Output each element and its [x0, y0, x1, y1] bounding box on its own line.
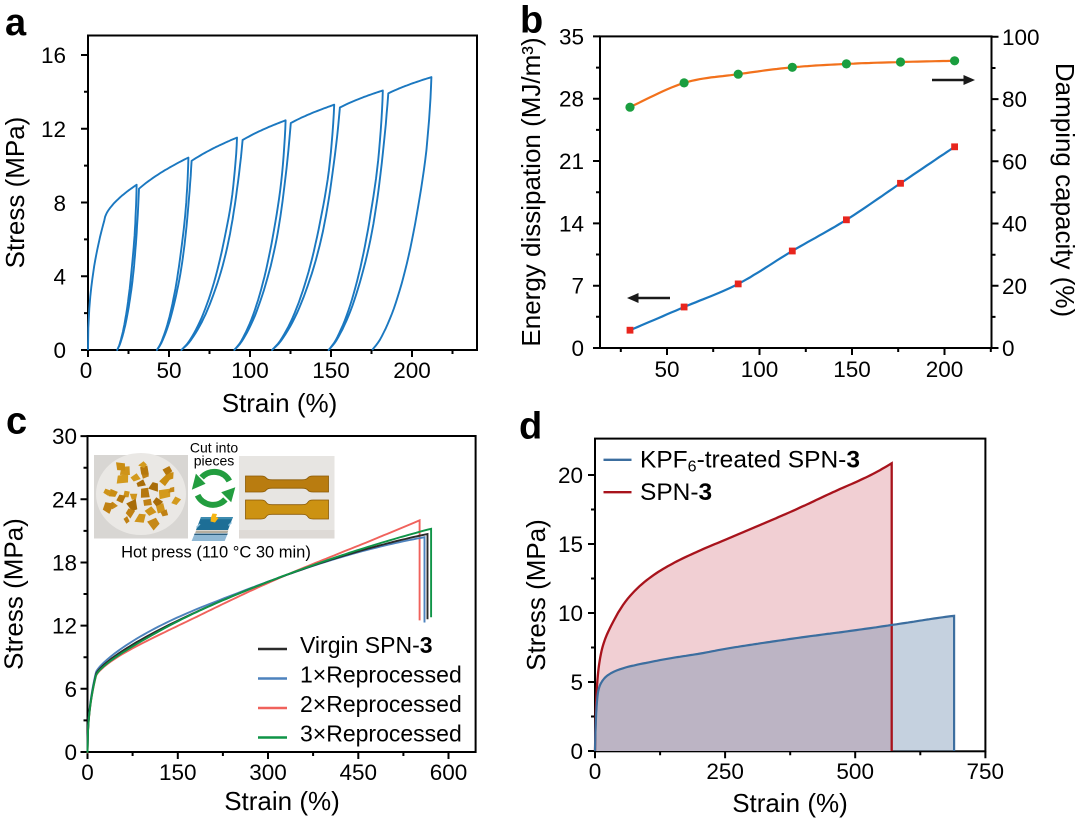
svg-text:3×Reprocessed: 3×Reprocessed	[300, 721, 462, 747]
svg-text:50: 50	[156, 358, 181, 383]
svg-text:150: 150	[312, 358, 350, 383]
svg-text:KPF6-treated SPN-3: KPF6-treated SPN-3	[640, 447, 860, 476]
svg-text:21: 21	[559, 149, 584, 174]
svg-text:80: 80	[1002, 87, 1027, 112]
svg-text:35: 35	[559, 24, 584, 49]
svg-text:200: 200	[393, 358, 431, 383]
svg-text:c: c	[6, 400, 27, 442]
svg-text:0: 0	[64, 740, 77, 765]
svg-text:600: 600	[430, 760, 468, 785]
svg-text:16: 16	[41, 43, 66, 68]
svg-text:Hot press (110 °C 30 min): Hot press (110 °C 30 min)	[121, 544, 311, 562]
svg-text:20: 20	[1002, 274, 1027, 299]
svg-text:0: 0	[80, 358, 93, 383]
svg-text:15: 15	[558, 532, 583, 557]
svg-text:750: 750	[967, 759, 1005, 784]
svg-text:300: 300	[249, 760, 287, 785]
svg-text:5: 5	[570, 670, 583, 695]
svg-text:200: 200	[926, 357, 964, 382]
svg-text:7: 7	[571, 274, 584, 299]
svg-text:0: 0	[1002, 336, 1015, 361]
svg-text:pieces: pieces	[194, 453, 234, 469]
svg-text:150: 150	[159, 760, 197, 785]
svg-text:30: 30	[52, 424, 77, 449]
svg-text:d: d	[519, 405, 542, 447]
svg-text:Stress (MPa): Stress (MPa)	[0, 518, 29, 670]
svg-text:20: 20	[558, 463, 583, 488]
svg-text:28: 28	[559, 87, 584, 112]
svg-text:100: 100	[231, 358, 269, 383]
svg-text:450: 450	[340, 760, 378, 785]
svg-text:0: 0	[571, 336, 584, 361]
svg-text:2×Reprocessed: 2×Reprocessed	[300, 691, 462, 717]
svg-text:Stress (MPa): Stress (MPa)	[0, 117, 30, 269]
svg-text:40: 40	[1002, 212, 1027, 237]
svg-text:100: 100	[741, 357, 779, 382]
svg-text:Stress (MPa): Stress (MPa)	[521, 519, 551, 671]
svg-text:Damping capacity (%): Damping capacity (%)	[1050, 63, 1080, 317]
svg-text:0: 0	[570, 739, 583, 764]
svg-text:Strain (%): Strain (%)	[224, 786, 340, 816]
svg-text:Energy dissipation (MJ/m³): Energy dissipation (MJ/m³)	[516, 37, 546, 346]
svg-text:250: 250	[706, 759, 744, 784]
svg-text:50: 50	[654, 357, 679, 382]
svg-text:0: 0	[53, 338, 66, 363]
svg-text:Strain (%): Strain (%)	[222, 388, 338, 418]
svg-text:Cut into: Cut into	[190, 440, 238, 456]
svg-text:0: 0	[589, 759, 602, 784]
svg-text:6: 6	[64, 677, 77, 702]
svg-text:18: 18	[52, 551, 77, 576]
svg-text:1×Reprocessed: 1×Reprocessed	[300, 662, 462, 688]
svg-text:12: 12	[52, 614, 77, 639]
svg-text:8: 8	[53, 191, 66, 216]
svg-text:150: 150	[833, 357, 871, 382]
svg-text:b: b	[520, 0, 543, 42]
svg-text:Virgin SPN-3: Virgin SPN-3	[300, 632, 433, 658]
svg-text:4: 4	[53, 265, 66, 290]
svg-text:24: 24	[52, 487, 77, 512]
svg-text:14: 14	[559, 211, 584, 236]
svg-text:12: 12	[41, 117, 66, 142]
svg-text:0: 0	[81, 760, 94, 785]
svg-text:Strain (%): Strain (%)	[732, 788, 848, 818]
svg-text:a: a	[5, 2, 27, 44]
svg-text:SPN-3: SPN-3	[640, 479, 712, 506]
svg-text:100: 100	[1002, 25, 1040, 50]
svg-text:10: 10	[558, 601, 583, 626]
svg-text:60: 60	[1002, 149, 1027, 174]
svg-text:500: 500	[836, 759, 874, 784]
